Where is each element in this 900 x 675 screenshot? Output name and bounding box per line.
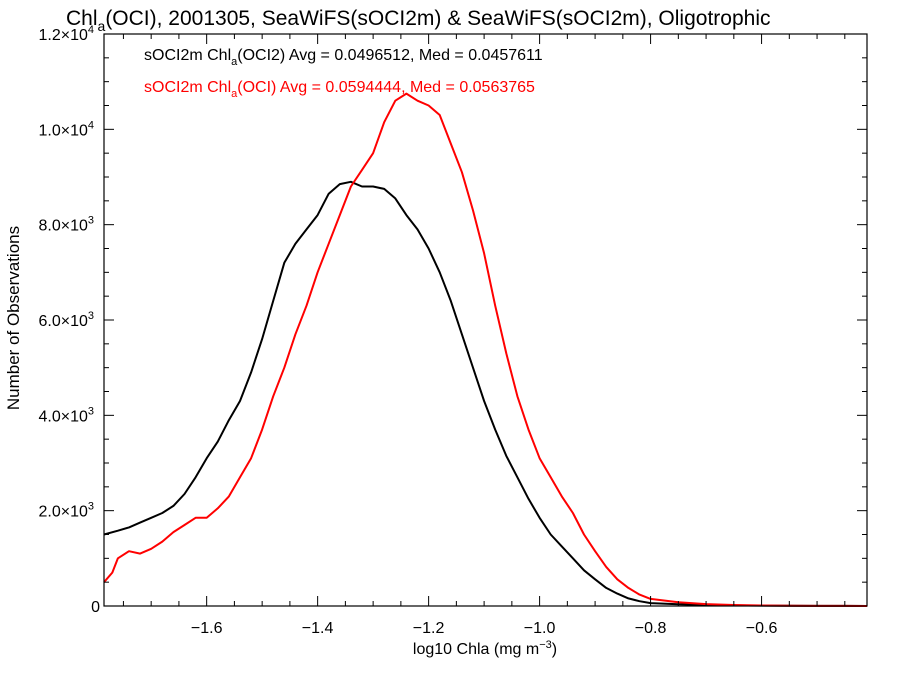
- x-tick-label: −0.8: [635, 620, 667, 637]
- x-tick-label: −1.4: [302, 620, 334, 637]
- y-tick-label: 1.2×104: [38, 24, 94, 44]
- axis-ticks: [104, 33, 867, 607]
- plot-frame: [103, 33, 868, 607]
- y-tick-label: 0: [91, 599, 100, 616]
- y-tick-label: 8.0×103: [38, 215, 94, 235]
- y-tick-label: 4.0×103: [38, 405, 94, 425]
- y-axis-label: Number of Observations: [4, 226, 23, 410]
- y-tick-label: 1.0×104: [38, 119, 94, 139]
- x-tick-label: −1.6: [191, 620, 223, 637]
- series-line-red: [103, 92, 868, 607]
- series-line-black: [103, 180, 868, 607]
- chart-title: Chla(OCI), 2001305, SeaWiFS(sOCI2m) & Se…: [66, 7, 770, 34]
- series-layer: [103, 92, 868, 607]
- y-tick-labels: 0 2.0×103 4.0×103 6.0×103 8.0×103 1.0×104 1.2×…: [38, 24, 100, 616]
- x-axis-label: log10 Chla (mg m−3): [413, 639, 557, 658]
- legend-entry-red: sOCI2m Chla(OCI) Avg = 0.0594444, Med = …: [144, 79, 535, 100]
- x-tick-labels: −1.6 −1.4 −1.2 −1.0 −0.8 −0.6: [191, 620, 778, 637]
- legend-entry-black: sOCI2m Chla(OCI2) Avg = 0.0496512, Med =…: [144, 47, 543, 68]
- x-tick-label: −0.6: [746, 620, 778, 637]
- y-tick-label: 2.0×103: [38, 501, 94, 521]
- x-tick-label: −1.2: [413, 620, 445, 637]
- x-tick-label: −1.0: [524, 620, 556, 637]
- y-tick-label: 6.0×103: [38, 310, 94, 330]
